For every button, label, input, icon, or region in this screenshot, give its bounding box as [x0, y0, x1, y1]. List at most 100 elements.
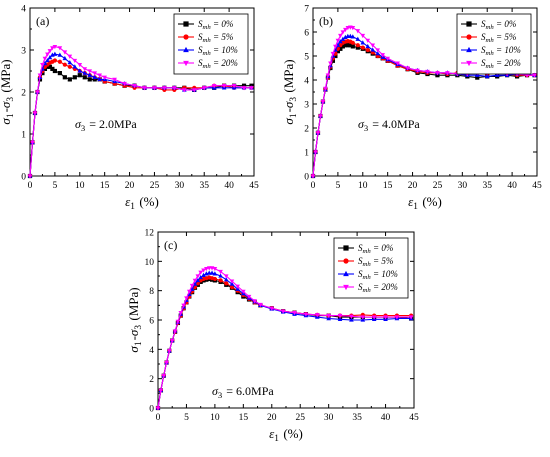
data-point — [169, 338, 175, 344]
x-tick-label: 5 — [184, 413, 189, 423]
y-tick-label: 4 — [149, 346, 154, 356]
x-tick-label: 45 — [532, 181, 542, 191]
data-point — [82, 75, 87, 80]
x-tick-label: 20 — [267, 413, 277, 423]
x-tick-label: 10 — [210, 413, 220, 423]
data-point — [62, 75, 67, 80]
data-point — [97, 76, 102, 82]
data-point — [241, 86, 247, 91]
data-point — [167, 349, 172, 354]
legend-label: Smh = 5% — [481, 32, 516, 44]
data-point — [27, 174, 33, 179]
y-tick-label: 12 — [145, 229, 155, 239]
data-point — [365, 47, 370, 53]
x-tick-label: 30 — [458, 181, 468, 191]
x-axis-title: ε1 (%) — [269, 426, 303, 444]
data-point — [355, 36, 361, 41]
data-point — [201, 86, 207, 91]
legend-label: Smh = 20% — [481, 58, 521, 70]
data-point — [218, 278, 223, 283]
data-point — [349, 314, 354, 319]
data-point — [348, 43, 353, 48]
data-point — [524, 73, 530, 78]
x-tick-label: 35 — [199, 181, 209, 191]
data-point — [72, 64, 78, 69]
data-point — [326, 313, 331, 319]
data-point — [132, 84, 137, 89]
data-point — [82, 70, 88, 75]
data-point — [77, 68, 83, 73]
data-point — [178, 310, 184, 316]
data-point — [383, 315, 388, 320]
data-point — [375, 51, 381, 56]
data-point — [252, 299, 258, 304]
x-tick-label: 0 — [28, 181, 33, 191]
data-point — [385, 56, 390, 61]
y-tick-label: 0 — [21, 173, 26, 183]
data-point — [72, 75, 77, 80]
legend-label: Smh = 10% — [358, 269, 398, 281]
x-tick-label: 40 — [381, 413, 391, 423]
data-point — [258, 302, 263, 308]
legend-label: Smh = 0% — [358, 243, 393, 255]
legend-marker — [466, 21, 472, 27]
data-point — [475, 75, 480, 80]
data-point — [350, 44, 355, 49]
legend-label: Smh = 10% — [481, 45, 521, 57]
data-point — [52, 51, 58, 56]
data-point — [172, 329, 178, 334]
data-point — [164, 360, 169, 366]
y-axis-title: σ1 -σ3 (MPa) — [126, 287, 144, 352]
data-point — [161, 374, 166, 379]
data-point — [221, 84, 227, 89]
data-point — [201, 272, 206, 277]
x-axis-title: ε1 (%) — [408, 194, 442, 212]
data-point — [201, 268, 206, 273]
data-point — [62, 50, 68, 55]
y-tick-label: 6 — [304, 29, 309, 39]
data-point — [47, 55, 53, 60]
confining-pressure-annotation: σ3 = 6.0MPa — [212, 384, 274, 400]
y-tick-label: 2 — [304, 125, 309, 135]
x-tick-label: 45 — [249, 181, 259, 191]
data-point — [360, 33, 366, 39]
data-point — [532, 73, 537, 78]
data-point — [408, 315, 414, 320]
y-axis-title: σ1 -σ3 (MPa) — [0, 59, 16, 124]
x-tick-label: 10 — [358, 181, 368, 191]
y-tick-label: 1 — [304, 149, 309, 159]
data-point — [209, 270, 215, 275]
x-tick-label: 15 — [383, 181, 393, 191]
data-point — [62, 62, 67, 67]
legend-marker — [183, 21, 189, 27]
legend-label: Smh = 0% — [481, 19, 516, 31]
x-tick-label: 20 — [408, 181, 418, 191]
data-point — [365, 38, 371, 43]
data-point — [37, 73, 43, 78]
legend-marker — [343, 245, 349, 251]
y-tick-label: 4 — [21, 5, 26, 15]
x-tick-label: 35 — [482, 181, 492, 191]
y-tick-label: 2 — [21, 89, 26, 99]
data-point — [77, 73, 82, 78]
data-point — [158, 388, 164, 393]
data-point — [87, 72, 93, 77]
data-point — [191, 88, 197, 93]
panel-label: (a) — [36, 14, 49, 28]
x-tick-label: 25 — [295, 413, 305, 423]
x-tick-label: 10 — [75, 181, 85, 191]
x-axis-title: ε1 (%) — [125, 194, 159, 212]
data-point — [320, 99, 326, 105]
data-point — [415, 68, 420, 73]
data-point — [82, 67, 88, 72]
data-point — [313, 150, 318, 155]
x-tick-label: 15 — [100, 181, 110, 191]
data-point — [42, 56, 48, 61]
legend-marker — [183, 34, 189, 40]
data-point — [338, 39, 343, 44]
data-point — [57, 71, 62, 76]
data-point — [47, 64, 53, 69]
data-point — [223, 274, 229, 279]
